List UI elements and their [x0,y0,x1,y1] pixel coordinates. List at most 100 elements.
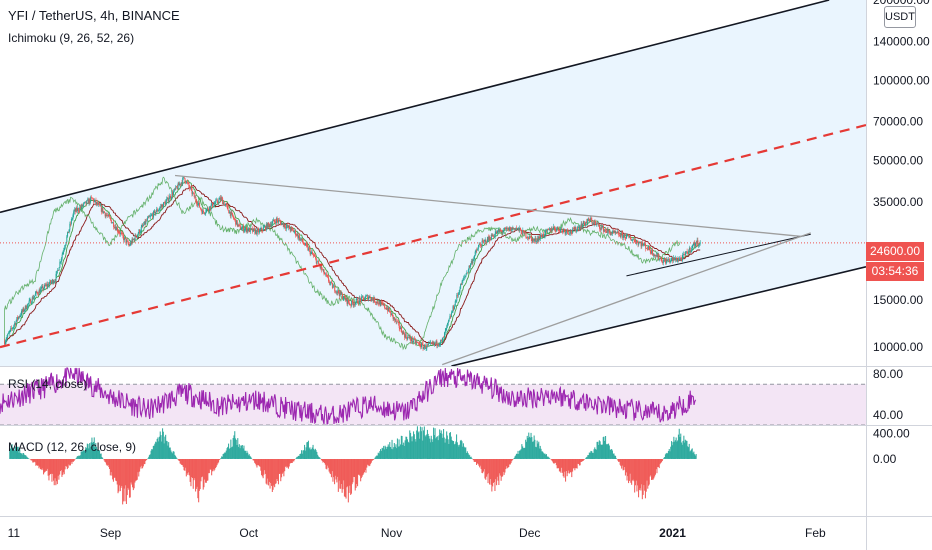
candle-body [699,241,701,245]
channel-lower-line[interactable] [451,266,866,366]
macd-bar [568,459,570,474]
candle-body [106,215,108,216]
candle-body [219,197,221,200]
macd-bar [657,459,659,467]
candle-body [180,182,182,185]
macd-bar [99,453,101,459]
candle-body [171,192,173,198]
macd-bar [204,459,206,480]
macd-bar [539,445,541,459]
candle-body [113,227,115,228]
ichimoku-legend[interactable]: Ichimoku (9, 26, 52, 26) [8,31,135,45]
macd-bar [372,459,374,461]
candle-body [147,216,149,219]
macd-bar [629,459,631,474]
macd-bar [376,455,378,459]
macd-bar [471,458,473,459]
candle-body [329,282,331,284]
macd-bar [475,459,477,462]
candle-body [493,235,495,237]
macd-bar [504,459,506,473]
candle-body [57,270,59,271]
macd-bar [414,439,416,459]
macd-bar [41,459,43,471]
macd-legend[interactable]: MACD (12, 26, close, 9) [8,440,137,454]
candle-body [216,199,217,201]
candle-body [403,331,405,334]
macd-bar [148,455,150,459]
macd-bar [379,451,381,459]
candle-body [460,283,462,289]
candle-body [490,234,492,240]
macd-bar [501,459,503,477]
candle-body [663,259,665,261]
candle-body [381,302,383,304]
candle-body [75,207,77,212]
macd-bar [561,459,563,468]
macd-bar [76,456,78,459]
time-axis[interactable]: 11 Sep Oct Nov Dec 2021 Feb [8,526,826,540]
triangle-lower-line[interactable] [626,233,811,277]
candle-body [309,249,311,255]
macd-bar [636,459,638,492]
candle-body [311,252,313,255]
macd-bar [265,459,267,484]
candle-body [126,240,128,244]
macd-bar [428,436,430,459]
candle-body [220,197,222,201]
main-pane[interactable]: 10000.0015000.0035000.0050000.0070000.00… [0,0,930,366]
macd-bar [119,459,121,486]
triangle-upper-line[interactable] [174,174,802,238]
macd-bar [150,450,152,459]
candle-body [658,259,660,260]
candle-body [482,240,484,242]
candle-body [425,348,427,349]
candle-body [79,207,81,211]
channel-midline[interactable] [0,123,866,349]
chart-title[interactable]: YFI / TetherUS, 4h, BINANCE [8,8,180,23]
support-ray[interactable] [441,232,811,366]
macd-bar [65,459,67,466]
macd-bar [546,456,548,459]
candle-body [149,216,151,218]
candle-body [285,226,287,229]
currency-unit-badge[interactable]: USDT [884,6,916,28]
macd-bar [320,459,322,461]
candle-body [688,247,690,251]
macd-bar [624,459,626,467]
macd-bar [525,439,527,459]
candle-body [112,222,114,223]
candle-body [295,235,297,236]
candle-body [64,245,66,248]
macd-bar [50,459,52,474]
candle-body [367,295,369,300]
macd-bar [59,459,61,472]
candle-body [473,255,475,260]
rsi-tick-label: 80.00 [873,367,903,381]
candle-body [318,261,320,264]
macd-bar [435,438,437,459]
macd-bar [463,446,465,459]
candle-body [339,291,341,297]
candle-body [189,187,191,189]
channel-upper-line[interactable] [0,0,830,214]
macd-bar [258,459,260,466]
rsi-legend[interactable]: RSI (14, close) [8,377,88,391]
macd-bar [242,448,244,459]
macd-bar [211,459,213,472]
price-axis[interactable]: 10000.0015000.0035000.0050000.0070000.00… [873,0,930,354]
candle-body [363,297,365,300]
macd-bar [655,459,657,470]
macd-bar [367,459,369,465]
candle-body [624,234,626,239]
macd-bar [394,446,396,459]
macd-bar [96,446,98,459]
candle-body [382,303,384,305]
candle-body [526,237,528,238]
candle-body [357,298,359,304]
macd-bar [371,459,373,461]
candle-body [378,301,380,305]
